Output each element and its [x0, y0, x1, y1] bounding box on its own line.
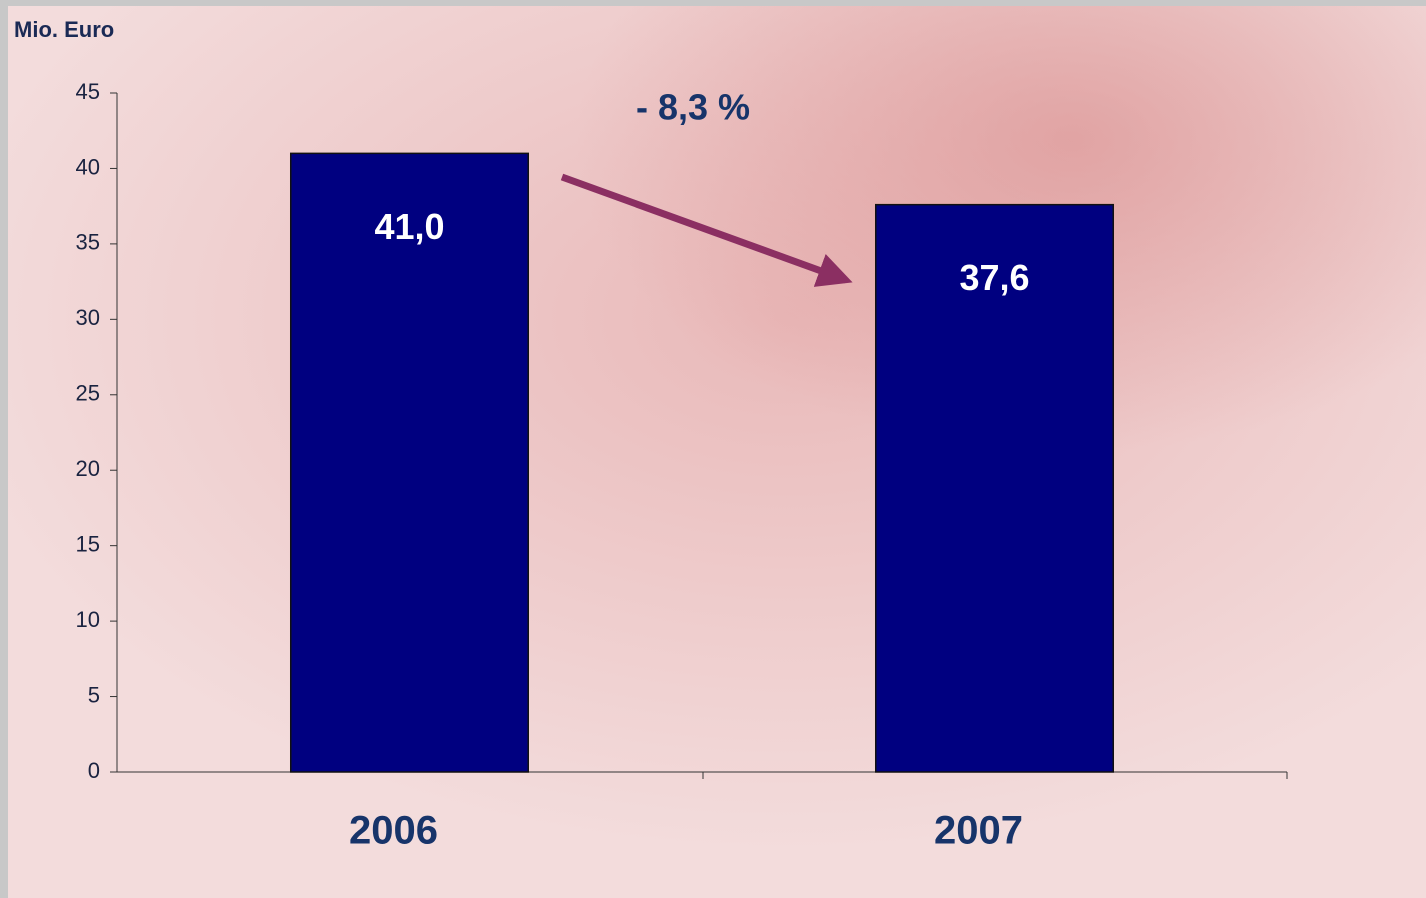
y-tick-label: 10: [76, 607, 100, 632]
bar: [289, 152, 530, 773]
bar: [874, 203, 1115, 773]
value-label: 41,0: [374, 206, 444, 247]
x-tick-label: 2006: [349, 809, 438, 853]
y-tick-label: 30: [76, 305, 100, 330]
y-tick-label: 25: [76, 381, 100, 406]
y-tick-label: 5: [88, 682, 100, 707]
x-tick-label: 2007: [934, 809, 1023, 853]
y-tick-label: 15: [76, 531, 100, 556]
y-tick-label: 45: [76, 79, 100, 104]
arrow: [560, 173, 853, 287]
value-label: 37,6: [959, 257, 1029, 298]
annotation: - 8,3 %: [636, 87, 750, 128]
y-tick-label: 40: [76, 154, 100, 179]
y-tick-label: 20: [76, 456, 100, 481]
y-tick-label: 35: [76, 230, 100, 255]
y-axis-label: Mio. Euro: [14, 17, 114, 42]
y-tick-label: 0: [88, 758, 100, 783]
background-shade: [8, 6, 1426, 898]
